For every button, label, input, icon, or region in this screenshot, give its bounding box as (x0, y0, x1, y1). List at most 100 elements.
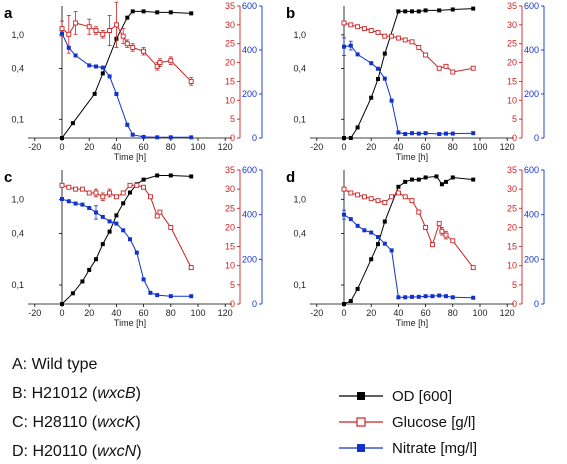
point-od (369, 95, 374, 100)
legend: OD [600] Glucose [g/l] Nitrate [mg/l] (339, 388, 477, 457)
point-nitrate (189, 294, 194, 299)
x-tick-label: 20 (366, 142, 376, 152)
panel-b: -20 0 20 40 60 80 100 120 Time [h] 0,1 0,4 1,0 0 5 10 1… (286, 1, 545, 162)
point-nitrate (94, 64, 98, 69)
point-nitrate (369, 61, 374, 66)
point-od (100, 71, 105, 76)
glucose-tick-label: 30 (225, 184, 235, 194)
point-nitrate (382, 241, 387, 246)
point-od (423, 175, 428, 180)
x-tick-label: 20 (84, 308, 94, 318)
point-nitrate (471, 295, 476, 300)
point-glucose (113, 194, 119, 200)
point-od (403, 179, 408, 184)
nitrate-tick-label: 200 (524, 254, 539, 264)
nitrate-tick-label: 400 (524, 45, 539, 55)
point-glucose (470, 265, 476, 271)
glucose-tick-label: 25 (507, 39, 517, 49)
point-od (60, 302, 64, 306)
nitrate-tick-label: 0 (534, 299, 539, 309)
point-nitrate (410, 131, 414, 136)
nitrate-tick-label: 400 (242, 45, 257, 55)
panel-d: -20 0 20 40 60 80 100 120 Time [h] 0,1 0,4 1,0 0 5 10 1… (286, 165, 545, 328)
point-od (114, 213, 119, 218)
nitrate-tick-label: 200 (242, 254, 257, 264)
x-tick-label: 80 (166, 308, 176, 318)
glucose-tick-label: 35 (507, 1, 517, 11)
point-od (396, 184, 401, 189)
x-tick-label: 0 (341, 308, 346, 318)
x-tick-label: 20 (366, 308, 376, 318)
glucose-tick-label: 5 (512, 280, 517, 290)
point-nitrate (87, 205, 92, 210)
legend-label-glucose: Glucose [g/l] (392, 414, 475, 431)
point-nitrate (348, 217, 353, 222)
point-nitrate (168, 135, 173, 140)
od-tick-label: 0,1 (11, 280, 24, 290)
nitrate-tick-label: 600 (242, 1, 257, 11)
point-glucose (141, 184, 147, 190)
strain-key-a: A: Wild type (12, 356, 97, 373)
od-tick-label: 1,0 (11, 194, 24, 204)
point-glucose (355, 192, 361, 198)
point-nitrate (94, 210, 98, 215)
legend-label-od: OD [600] (392, 388, 452, 405)
point-nitrate (444, 294, 448, 299)
glucose-tick-label: 0 (512, 133, 517, 143)
point-od (128, 190, 132, 195)
series-line-glucose (61, 22, 192, 82)
point-glucose (443, 232, 449, 238)
glucose-tick-label: 30 (507, 20, 517, 30)
series-line-nitrate (61, 33, 192, 138)
point-glucose (79, 186, 85, 192)
point-nitrate (66, 45, 71, 50)
point-glucose (416, 209, 422, 215)
nitrate-tick-label: 400 (242, 210, 257, 220)
panel-label: d (286, 169, 295, 186)
nitrate-tick-label: 400 (524, 210, 539, 220)
glucose-tick-label: 0 (230, 299, 235, 309)
point-glucose (59, 182, 65, 188)
point-nitrate (416, 294, 421, 299)
series-line-od (343, 175, 474, 305)
legend-item-od: OD [600] (339, 388, 452, 405)
point-od (168, 10, 173, 15)
point-nitrate (80, 202, 85, 207)
od-tick-label: 1,0 (293, 30, 306, 40)
series-line-od (61, 175, 192, 305)
glucose-tick-label: 30 (225, 20, 235, 30)
x-axis-label: Time [h] (114, 152, 146, 162)
point-nitrate (107, 219, 112, 224)
nitrate-tick-label: 600 (524, 1, 539, 11)
point-nitrate (168, 294, 173, 299)
point-od (423, 8, 428, 13)
point-glucose (355, 24, 361, 30)
point-nitrate (450, 295, 455, 300)
point-glucose (389, 33, 395, 39)
glucose-tick-label: 20 (225, 222, 235, 232)
point-od (342, 136, 346, 140)
point-glucose (402, 37, 408, 43)
point-glucose (157, 209, 163, 215)
panel-label: b (286, 5, 295, 22)
nitrate-tick-label: 600 (242, 165, 257, 175)
point-nitrate (348, 43, 353, 48)
point-nitrate (114, 92, 119, 96)
point-nitrate (396, 130, 401, 135)
point-glucose (141, 48, 147, 54)
point-od (168, 173, 173, 178)
x-tick-label: -20 (28, 142, 41, 152)
glucose-tick-label: 35 (225, 1, 235, 11)
point-od (444, 179, 448, 184)
x-tick-label: 100 (472, 142, 487, 152)
glucose-tick-label: 30 (507, 184, 517, 194)
point-od (342, 302, 346, 306)
x-tick-label: 0 (59, 308, 64, 318)
point-nitrate (423, 294, 428, 299)
point-od (403, 9, 408, 14)
point-glucose (113, 22, 119, 28)
point-glucose (93, 190, 99, 196)
glucose-tick-label: 15 (225, 76, 235, 86)
point-glucose (86, 24, 92, 30)
series-line-nitrate (343, 214, 474, 299)
